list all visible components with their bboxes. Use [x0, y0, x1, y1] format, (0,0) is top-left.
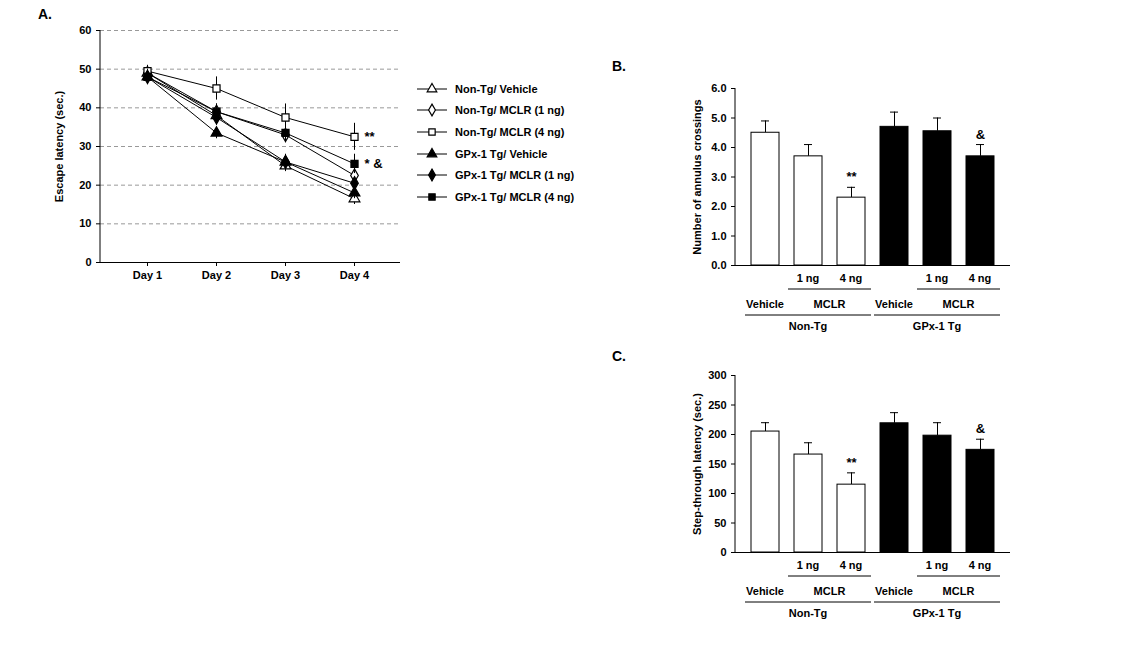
svg-text:1.0: 1.0 — [711, 230, 726, 242]
svg-text:5.0: 5.0 — [711, 112, 726, 124]
svg-text:100: 100 — [708, 487, 726, 499]
html-text:Non-Tg/ MCLR (4 ng): Non-Tg/ MCLR (4 ng) — [455, 126, 565, 138]
svg-text:0: 0 — [85, 256, 91, 268]
svg-text:50: 50 — [79, 63, 91, 75]
svg-text:**: ** — [846, 455, 857, 470]
html-text:B.: B. — [612, 58, 626, 74]
svg-text:* &: * & — [365, 156, 383, 171]
html-text:Non-Tg/ MCLR (1 ng): Non-Tg/ MCLR (1 ng) — [455, 104, 565, 117]
html-text:A.: A. — [38, 6, 52, 22]
svg-text:MCLR: MCLR — [943, 585, 975, 597]
svg-text:Day 3: Day 3 — [271, 269, 300, 281]
svg-text:2.0: 2.0 — [711, 200, 726, 212]
svg-text:0: 0 — [720, 546, 726, 558]
svg-text:3.0: 3.0 — [711, 171, 726, 183]
svg-text:1 ng: 1 ng — [926, 272, 949, 284]
svg-text:4 ng: 4 ng — [840, 559, 863, 571]
html-text:GPx-1 Tg/ Vehicle: GPx-1 Tg/ Vehicle — [455, 147, 548, 160]
svg-text:150: 150 — [708, 458, 726, 470]
svg-text:Number of annulus crossings: Number of annulus crossings — [691, 99, 703, 254]
svg-text:200: 200 — [708, 428, 726, 440]
svg-text:GPx-1 Tg: GPx-1 Tg — [913, 607, 961, 619]
svg-text:6.0: 6.0 — [711, 82, 726, 94]
svg-text:MCLR: MCLR — [814, 298, 846, 310]
svg-text:Escape latency (sec.): Escape latency (sec.) — [53, 91, 65, 203]
svg-text:&: & — [976, 127, 985, 142]
html-text:GPx-1 Tg/ MCLR (1 ng): GPx-1 Tg/ MCLR (1 ng) — [455, 169, 575, 182]
svg-text:10: 10 — [79, 217, 91, 229]
svg-text:Non-Tg: Non-Tg — [789, 607, 827, 619]
html-text:C.: C. — [612, 348, 626, 364]
svg-text:0.0: 0.0 — [711, 259, 726, 271]
svg-text:&: & — [976, 421, 985, 436]
svg-text:**: ** — [846, 169, 857, 184]
svg-text:Vehicle: Vehicle — [746, 585, 784, 597]
svg-text:Day 2: Day 2 — [202, 269, 231, 281]
svg-text:40: 40 — [79, 101, 91, 113]
svg-text:Step-through latency (sec.): Step-through latency (sec.) — [691, 393, 703, 535]
svg-text:4.0: 4.0 — [711, 141, 726, 153]
svg-text:20: 20 — [79, 179, 91, 191]
svg-text:4 ng: 4 ng — [969, 559, 992, 571]
svg-text:Vehicle: Vehicle — [746, 298, 784, 310]
svg-text:30: 30 — [79, 140, 91, 152]
svg-text:1 ng: 1 ng — [797, 272, 820, 284]
svg-text:Vehicle: Vehicle — [875, 298, 913, 310]
svg-text:MCLR: MCLR — [814, 585, 846, 597]
svg-text:1 ng: 1 ng — [797, 559, 820, 571]
html-text:Non-Tg/ Vehicle: Non-Tg/ Vehicle — [455, 82, 538, 95]
svg-text:60: 60 — [79, 24, 91, 36]
svg-text:300: 300 — [708, 369, 726, 381]
html-text:GPx-1 Tg/ MCLR (4 ng): GPx-1 Tg/ MCLR (4 ng) — [455, 190, 575, 203]
svg-text:Day 1: Day 1 — [133, 269, 162, 281]
svg-text:4 ng: 4 ng — [969, 272, 992, 284]
svg-text:50: 50 — [714, 517, 726, 529]
svg-text:1 ng: 1 ng — [926, 559, 949, 571]
svg-text:**: ** — [365, 129, 376, 144]
svg-text:MCLR: MCLR — [943, 298, 975, 310]
svg-text:GPx-1 Tg: GPx-1 Tg — [913, 320, 961, 332]
svg-text:Vehicle: Vehicle — [875, 585, 913, 597]
svg-text:4 ng: 4 ng — [840, 272, 863, 284]
svg-text:Day 4: Day 4 — [340, 269, 370, 281]
svg-text:250: 250 — [708, 399, 726, 411]
svg-text:Non-Tg: Non-Tg — [789, 320, 827, 332]
